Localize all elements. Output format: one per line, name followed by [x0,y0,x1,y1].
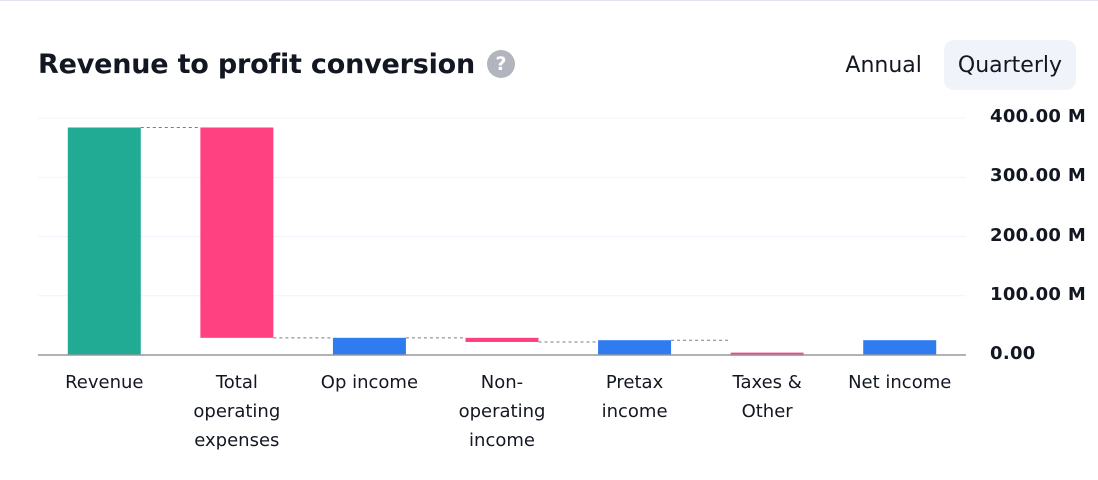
category-label: Taxes & Other [732,372,802,422]
y-tick-label: 0.00 [990,343,1036,364]
category-label: Op income [320,372,419,393]
y-tick-label: 300.00 M [990,165,1087,187]
top-border [0,0,1098,1]
bar-pretax-income [598,340,672,355]
category-label: Total operating expenses [193,372,281,451]
y-tick-label: 100.00 M [990,283,1087,305]
bar-total-operating-expenses [200,127,274,338]
header: Revenue to profit conversion ? [38,46,516,82]
category-label: Revenue [65,372,144,393]
y-tick-label: 400.00 M [990,106,1087,127]
bar-non-operating-income [465,337,539,342]
period-switch: Annual Quarterly [831,40,1076,90]
period-quarterly-button[interactable]: Quarterly [943,40,1076,90]
y-tick-label: 200.00 M [990,224,1087,246]
bar-taxes-other [730,352,804,356]
page-title: Revenue to profit conversion [38,48,476,80]
bar-net-income [863,340,937,355]
period-annual-button[interactable]: Annual [831,40,935,90]
bar-op-income [332,337,406,355]
category-label: Net income [848,372,952,393]
category-label: Non-operating income [458,372,546,451]
bar-revenue [67,127,141,355]
category-label: Pretax income [601,372,668,422]
help-icon[interactable]: ? [487,50,516,78]
